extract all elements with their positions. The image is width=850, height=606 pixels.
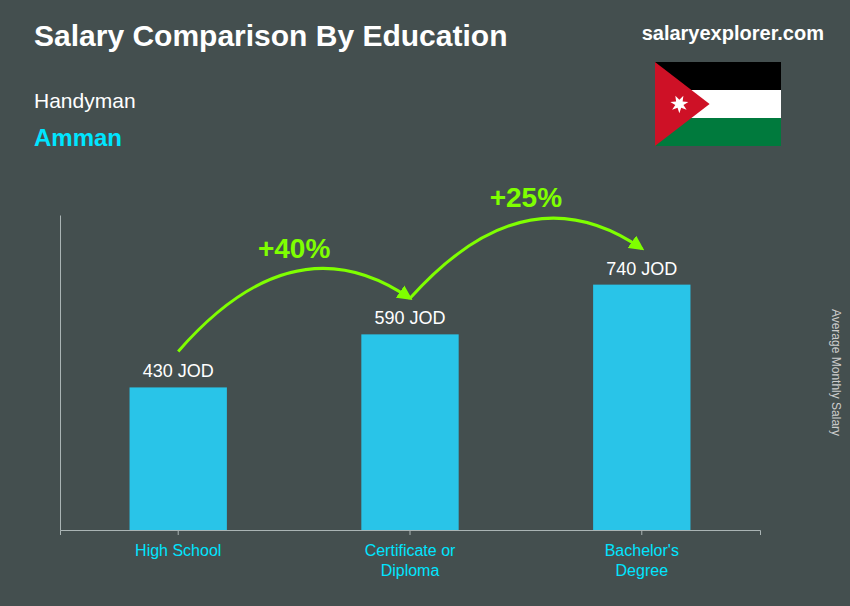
y-axis-line — [60, 216, 61, 531]
y-axis-title: Average Monthly Salary — [829, 309, 843, 436]
bar — [130, 387, 227, 530]
chart: Salary Comparison By Education Handyman Am… — [0, 0, 850, 606]
background — [0, 0, 850, 606]
data-label: 740 JOD — [606, 259, 677, 279]
x-axis-line — [61, 531, 761, 536]
x-tick-mark — [410, 530, 411, 535]
x-tick-label: Certificate orDiploma — [365, 542, 456, 578]
flag — [655, 62, 781, 146]
y-axis — [60, 216, 61, 531]
plot: High School Certificate orDiploma Bachelor… — [61, 182, 761, 578]
bar — [593, 285, 690, 530]
x-tick: Certificate orDiploma — [365, 530, 456, 579]
arrow — [178, 268, 410, 351]
flag-star — [670, 96, 688, 114]
flag-triangle — [655, 62, 710, 146]
annotation: +40% — [258, 233, 330, 264]
annotation: +25% — [490, 182, 562, 213]
x-axis: High School Certificate orDiploma Bachelor… — [61, 530, 761, 579]
subtitle: Amman — [34, 124, 122, 151]
bar — [361, 334, 458, 530]
data-label: 590 JOD — [374, 308, 445, 328]
bars — [130, 285, 691, 530]
source: salaryexplorer.com — [642, 22, 824, 44]
x-tick-mark — [178, 530, 179, 535]
subtitle: Handyman — [34, 89, 136, 112]
x-tick: Bachelor'sDegree — [605, 530, 679, 579]
data-label: 430 JOD — [143, 361, 214, 381]
x-tick-label: High School — [135, 542, 221, 559]
x-tick-label: Bachelor'sDegree — [605, 542, 679, 578]
arrow — [410, 218, 642, 298]
x-tick-mark — [641, 530, 642, 535]
x-tick: High School — [135, 530, 221, 559]
title: Salary Comparison By Education — [34, 19, 507, 52]
